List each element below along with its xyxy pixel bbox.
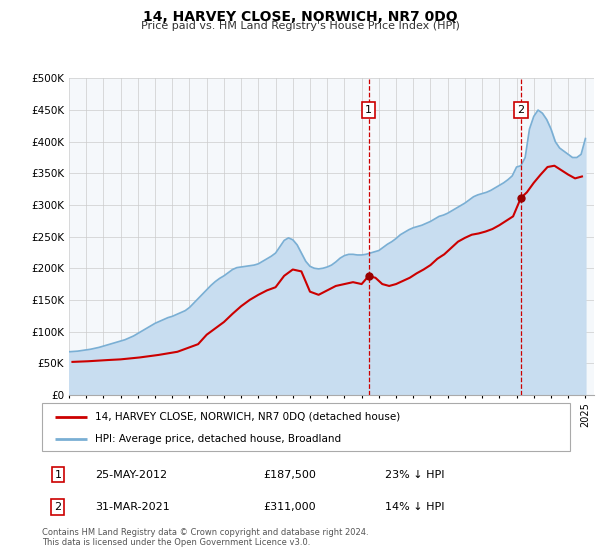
- Text: 25-MAY-2012: 25-MAY-2012: [95, 470, 167, 480]
- Text: 2: 2: [517, 105, 524, 115]
- Text: 23% ↓ HPI: 23% ↓ HPI: [385, 470, 445, 480]
- Text: £311,000: £311,000: [264, 502, 316, 512]
- FancyBboxPatch shape: [42, 403, 570, 451]
- Text: 14% ↓ HPI: 14% ↓ HPI: [385, 502, 445, 512]
- Text: HPI: Average price, detached house, Broadland: HPI: Average price, detached house, Broa…: [95, 434, 341, 444]
- Text: 2: 2: [54, 502, 61, 512]
- Text: 31-MAR-2021: 31-MAR-2021: [95, 502, 170, 512]
- Text: 1: 1: [55, 470, 61, 480]
- Text: 14, HARVEY CLOSE, NORWICH, NR7 0DQ (detached house): 14, HARVEY CLOSE, NORWICH, NR7 0DQ (deta…: [95, 412, 400, 422]
- Text: Contains HM Land Registry data © Crown copyright and database right 2024.
This d: Contains HM Land Registry data © Crown c…: [42, 528, 368, 547]
- Text: £187,500: £187,500: [264, 470, 317, 480]
- Text: 14, HARVEY CLOSE, NORWICH, NR7 0DQ: 14, HARVEY CLOSE, NORWICH, NR7 0DQ: [143, 10, 457, 24]
- Text: 1: 1: [365, 105, 372, 115]
- Text: Price paid vs. HM Land Registry's House Price Index (HPI): Price paid vs. HM Land Registry's House …: [140, 21, 460, 31]
